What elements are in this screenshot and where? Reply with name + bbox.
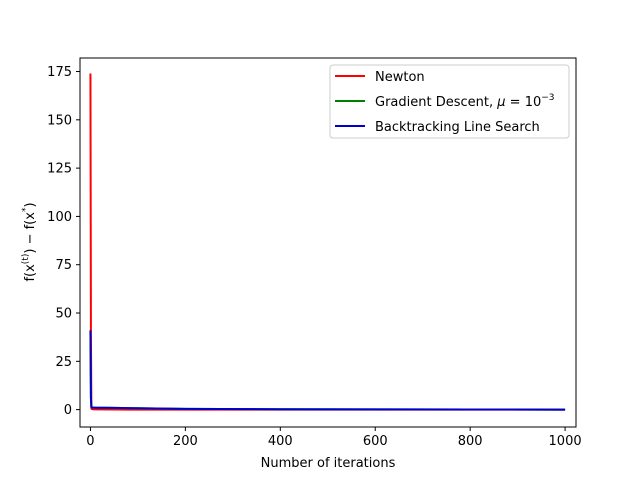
y-axis-label-sup-star: * bbox=[21, 207, 31, 212]
legend-label-gd-text: Gradient Descent, bbox=[375, 95, 497, 110]
y-axis-label-close: ) bbox=[23, 202, 38, 207]
legend: Newton Gradient Descent, μ = 10−3 Backtr… bbox=[329, 64, 570, 139]
y-tick-label: 25 bbox=[55, 355, 72, 370]
y-axis-label-f: f(x bbox=[23, 264, 38, 282]
y-axis-label: f(x(t)) − f(x*) bbox=[21, 202, 38, 281]
x-tick-label: 800 bbox=[458, 434, 483, 449]
y-axis-ticks: 0 25 50 75 100 125 150 175 bbox=[47, 65, 80, 418]
y-axis-label-sup-t: (t) bbox=[21, 254, 31, 265]
y-tick-label: 175 bbox=[47, 65, 72, 80]
legend-label-gd-eq: = 10 bbox=[506, 95, 542, 110]
legend-label-gradient-descent: Gradient Descent, μ = 10−3 bbox=[375, 93, 555, 110]
y-tick-label: 75 bbox=[55, 258, 72, 273]
legend-label-gd-mu: μ bbox=[496, 95, 505, 110]
series-line-backtracking bbox=[89, 330, 566, 411]
x-tick-label: 0 bbox=[86, 434, 94, 449]
y-tick-label: 125 bbox=[47, 162, 72, 177]
x-tick-label: 200 bbox=[173, 434, 198, 449]
x-tick-label: 600 bbox=[363, 434, 388, 449]
y-tick-label: 100 bbox=[47, 210, 72, 225]
x-tick-label: 400 bbox=[268, 434, 293, 449]
y-tick-label: 50 bbox=[55, 307, 72, 322]
legend-label-newton: Newton bbox=[375, 70, 425, 85]
y-tick-label: 0 bbox=[64, 403, 72, 418]
legend-label-backtracking: Backtracking Line Search bbox=[375, 120, 540, 135]
legend-box bbox=[329, 64, 570, 139]
legend-label-gd-exp: −3 bbox=[541, 93, 554, 103]
plot-area-frame bbox=[79, 57, 577, 428]
x-axis-ticks: 0 200 400 600 800 1000 bbox=[86, 427, 582, 449]
y-tick-label: 150 bbox=[47, 113, 72, 128]
x-tick-label: 1000 bbox=[549, 434, 582, 449]
x-axis-label: Number of iterations bbox=[261, 456, 396, 471]
y-axis-label-mid: ) − f(x bbox=[23, 212, 38, 254]
series-layer bbox=[89, 73, 566, 411]
